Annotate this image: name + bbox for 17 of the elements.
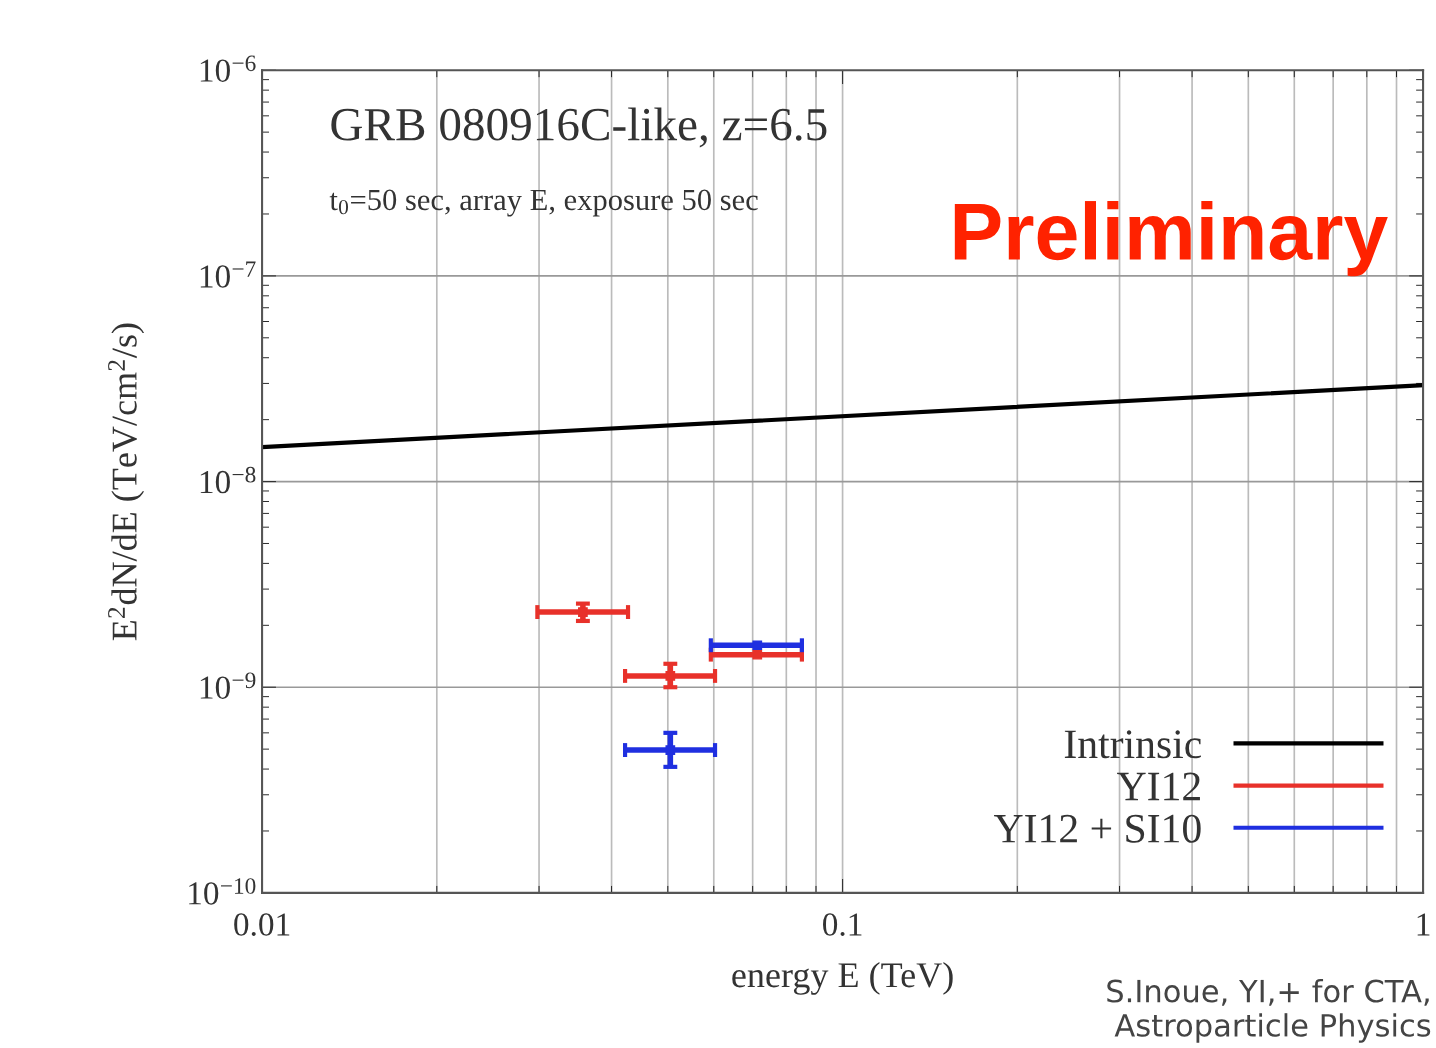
text: S.Inoue, YI,+ for CTA, Astroparticle Physics <box>1107 978 1431 1043</box>
annotation: Preliminary <box>954 201 1388 277</box>
x-axis-title: energy E (TeV) <box>732 962 953 995</box>
y-tick-label: 10$^{−8}$ <box>200 466 256 494</box>
legend-label: YI12 <box>1117 772 1200 801</box>
text: GRB 080916C-like, z=6.5 <box>331 107 827 148</box>
y-tick-label: 10$^{−6}$ <box>200 55 256 82</box>
x-tick-label: 0.1 <box>823 913 862 936</box>
x-tick-label: 0.01 <box>234 913 290 936</box>
text: t$_{0}$=50 sec, array E, exposure 50 sec <box>329 189 758 217</box>
x-tick-label: 1 <box>1417 913 1430 936</box>
legend-label: YI12 + SI10 <box>994 814 1201 843</box>
y-tick-label: 10$^{−9}$ <box>200 672 256 699</box>
y-axis-title: E$^{2}$dN/dE (TeV/cm$^{2}$/s) <box>108 323 145 641</box>
y-tick-label: 10$^{−7}$ <box>200 261 256 288</box>
y-tick-label: 10$^{−10}$ <box>189 878 256 905</box>
legend-label: Intrinsic <box>1064 730 1201 759</box>
